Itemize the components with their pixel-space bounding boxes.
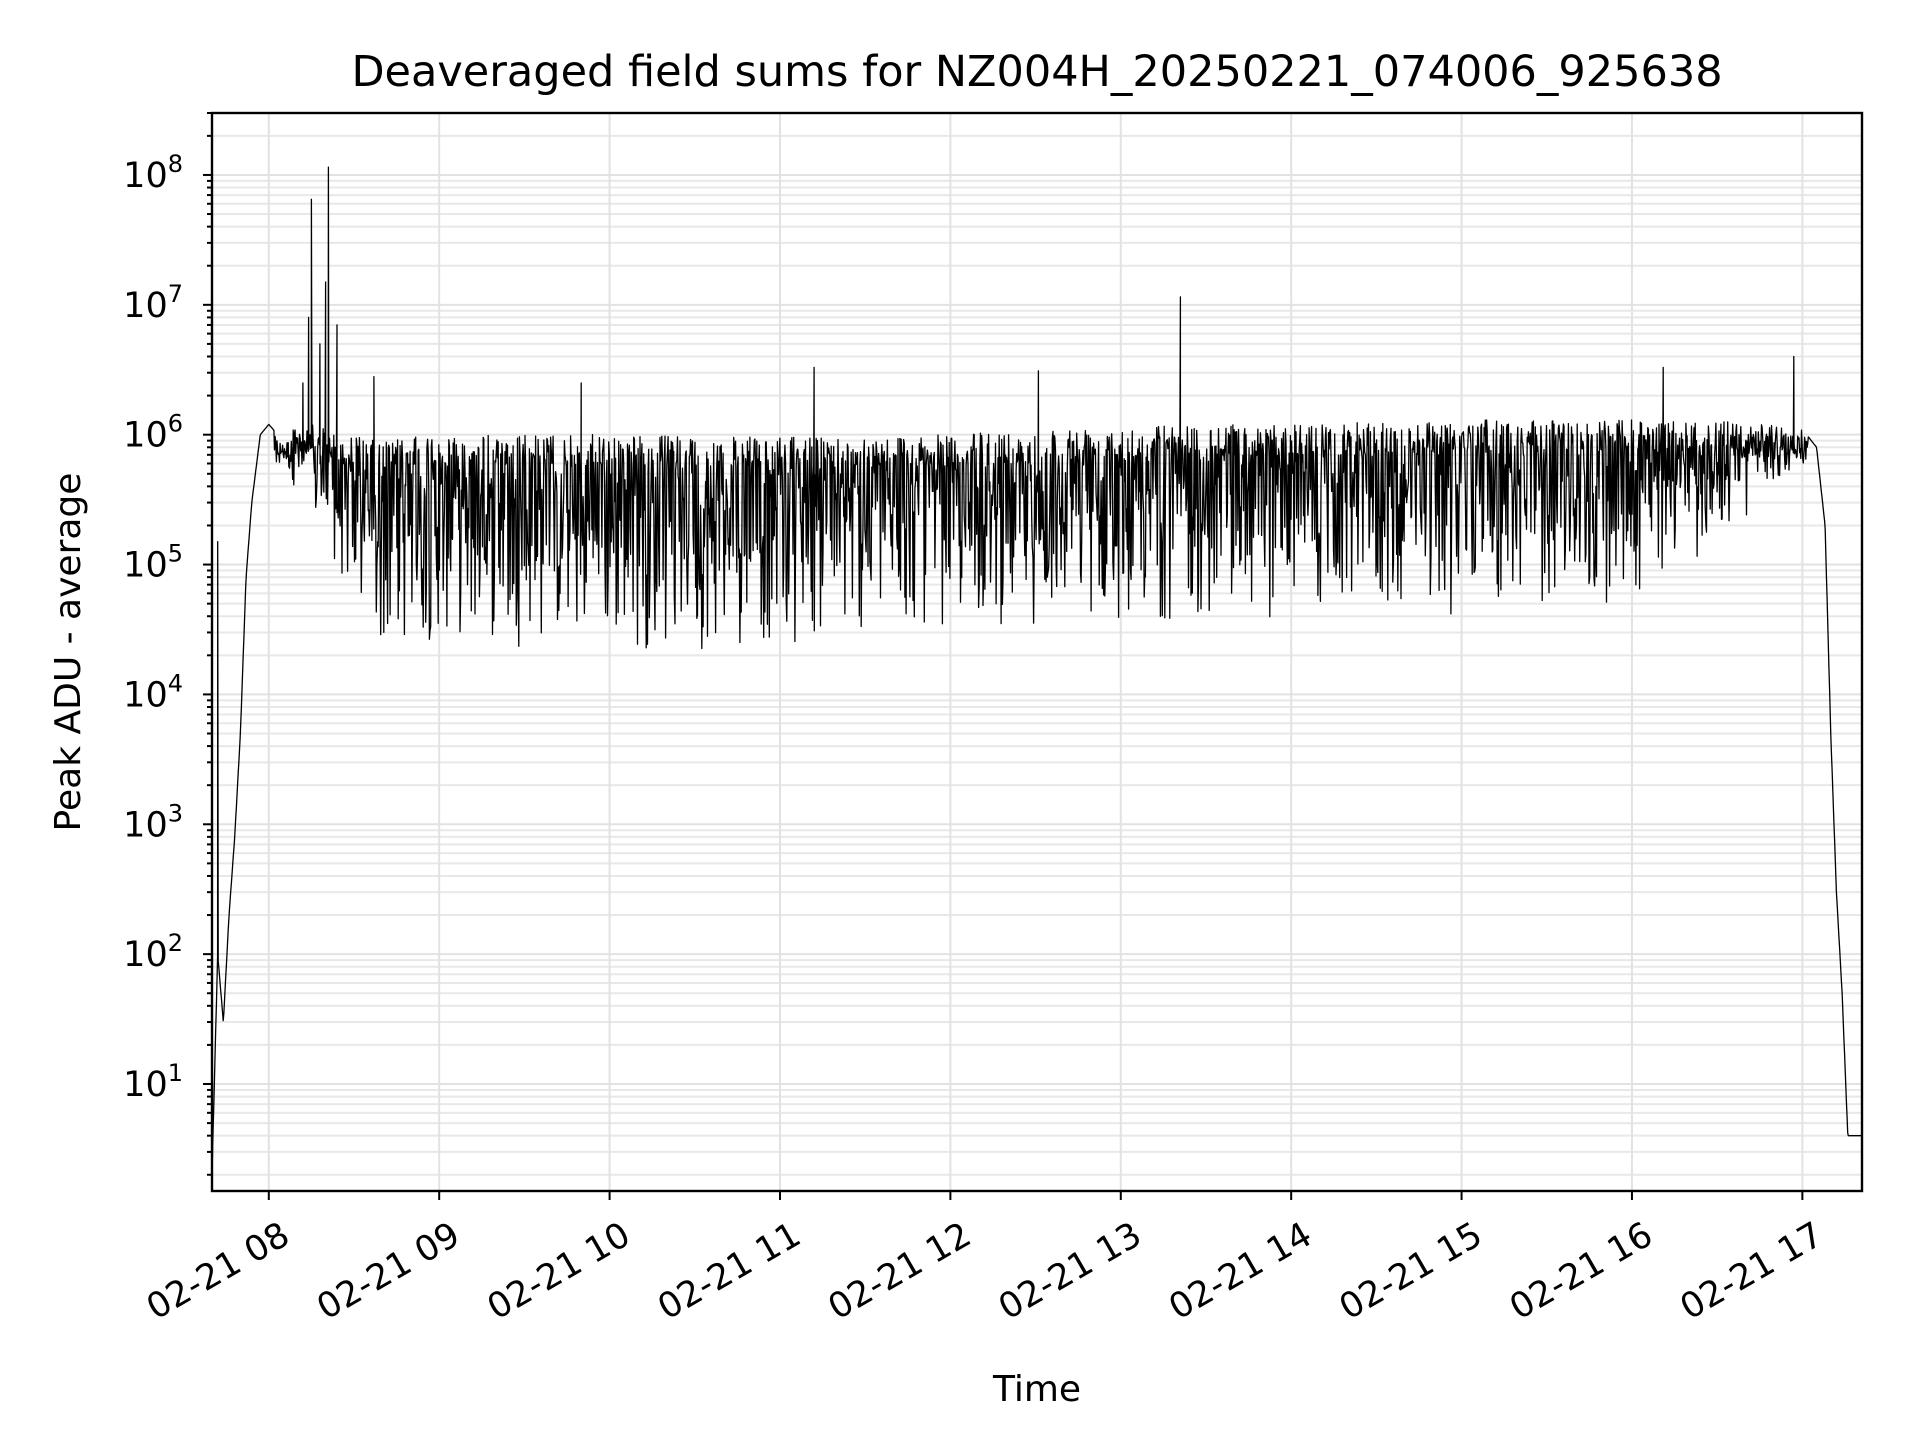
y-tick-label: 107	[123, 280, 183, 326]
y-tick-label: 102	[123, 929, 183, 975]
y-tick-label: 105	[123, 540, 183, 586]
plot-frame	[210, 111, 1864, 1193]
y-tick-label: 101	[123, 1059, 183, 1105]
series-line	[211, 166, 1862, 1175]
y-tick-label: 103	[123, 799, 183, 845]
y-tick-label: 104	[123, 669, 183, 715]
series-layer	[211, 166, 1862, 1175]
grid	[212, 112, 1862, 1191]
y-tick-label: 108	[123, 150, 183, 196]
y-tick-label: 106	[123, 410, 183, 456]
chart-title: Deaveraged field sums for NZ004H_2025022…	[351, 47, 1722, 97]
y-axis: 101 102 103 104 105 106 107 108	[123, 112, 212, 1176]
x-axis-label: Time	[992, 1369, 1081, 1410]
y-axis-label: Peak ADU - average	[48, 473, 89, 832]
